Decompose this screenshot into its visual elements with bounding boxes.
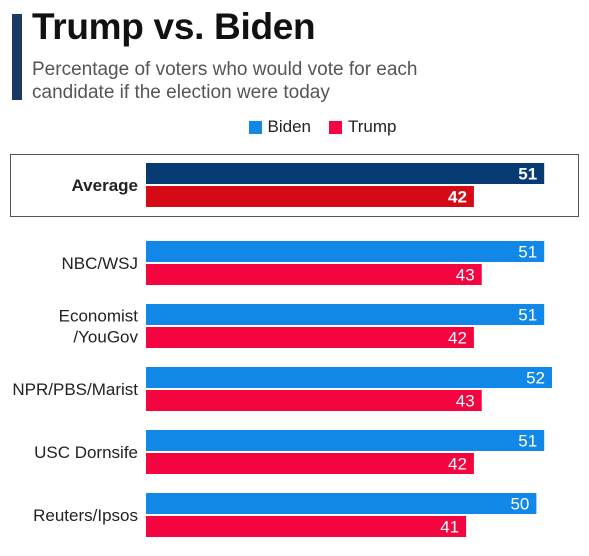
legend-label-biden: Biden bbox=[267, 117, 311, 136]
bar-biden-economist-yougov bbox=[146, 304, 545, 325]
category-label-reuters-ipsos: Reuters/Ipsos bbox=[33, 506, 138, 525]
bar-biden-usc-dornsife bbox=[146, 430, 545, 451]
bar-biden-average bbox=[146, 163, 545, 184]
bar-biden-npr-pbs-marist bbox=[146, 367, 552, 388]
value-label-biden-npr-pbs-marist: 52 bbox=[526, 369, 545, 388]
value-label-biden-economist-yougov: 51 bbox=[518, 306, 537, 325]
legend-swatch-trump bbox=[328, 120, 342, 134]
bar-biden-nbc-wsj bbox=[146, 241, 545, 262]
category-label-npr-pbs-marist: NPR/PBS/Marist bbox=[12, 380, 138, 399]
category-label-average: Average bbox=[72, 176, 138, 195]
value-label-biden-average: 51 bbox=[518, 165, 537, 184]
legend-label-trump: Trump bbox=[347, 117, 397, 136]
value-label-trump-usc-dornsife: 42 bbox=[448, 455, 467, 474]
value-label-biden-reuters-ipsos: 50 bbox=[510, 495, 529, 514]
bar-trump-average bbox=[146, 186, 474, 207]
chart-subtitle: Percentage of voters who would vote for … bbox=[32, 59, 418, 103]
category-label-economist-yougov: Economist/YouGov bbox=[59, 307, 139, 347]
title-accent-bar bbox=[12, 14, 22, 100]
bar-trump-reuters-ipsos bbox=[146, 516, 467, 537]
legend-swatch-biden bbox=[248, 120, 262, 134]
value-label-biden-usc-dornsife: 51 bbox=[518, 432, 537, 451]
bar-trump-nbc-wsj bbox=[146, 264, 482, 285]
value-label-biden-nbc-wsj: 51 bbox=[518, 243, 537, 262]
value-label-trump-average: 42 bbox=[448, 188, 467, 207]
chart-title: Trump vs. Biden bbox=[32, 6, 316, 47]
category-label-usc-dornsife: USC Dornsife bbox=[34, 443, 138, 462]
bar-biden-reuters-ipsos bbox=[146, 493, 537, 514]
value-label-trump-nbc-wsj: 43 bbox=[456, 266, 475, 285]
bar-trump-economist-yougov bbox=[146, 327, 474, 348]
value-label-trump-economist-yougov: 42 bbox=[448, 329, 467, 348]
category-label-nbc-wsj: NBC/WSJ bbox=[62, 254, 139, 273]
bar-trump-npr-pbs-marist bbox=[146, 390, 482, 411]
legend-item-trump: Trump bbox=[328, 117, 397, 137]
bar-trump-usc-dornsife bbox=[146, 453, 474, 474]
legend: Biden Trump bbox=[0, 117, 589, 137]
value-label-trump-npr-pbs-marist: 43 bbox=[456, 392, 475, 411]
average-highlight-box bbox=[10, 154, 579, 217]
value-label-trump-reuters-ipsos: 41 bbox=[440, 518, 459, 537]
legend-item-biden: Biden bbox=[193, 117, 311, 137]
